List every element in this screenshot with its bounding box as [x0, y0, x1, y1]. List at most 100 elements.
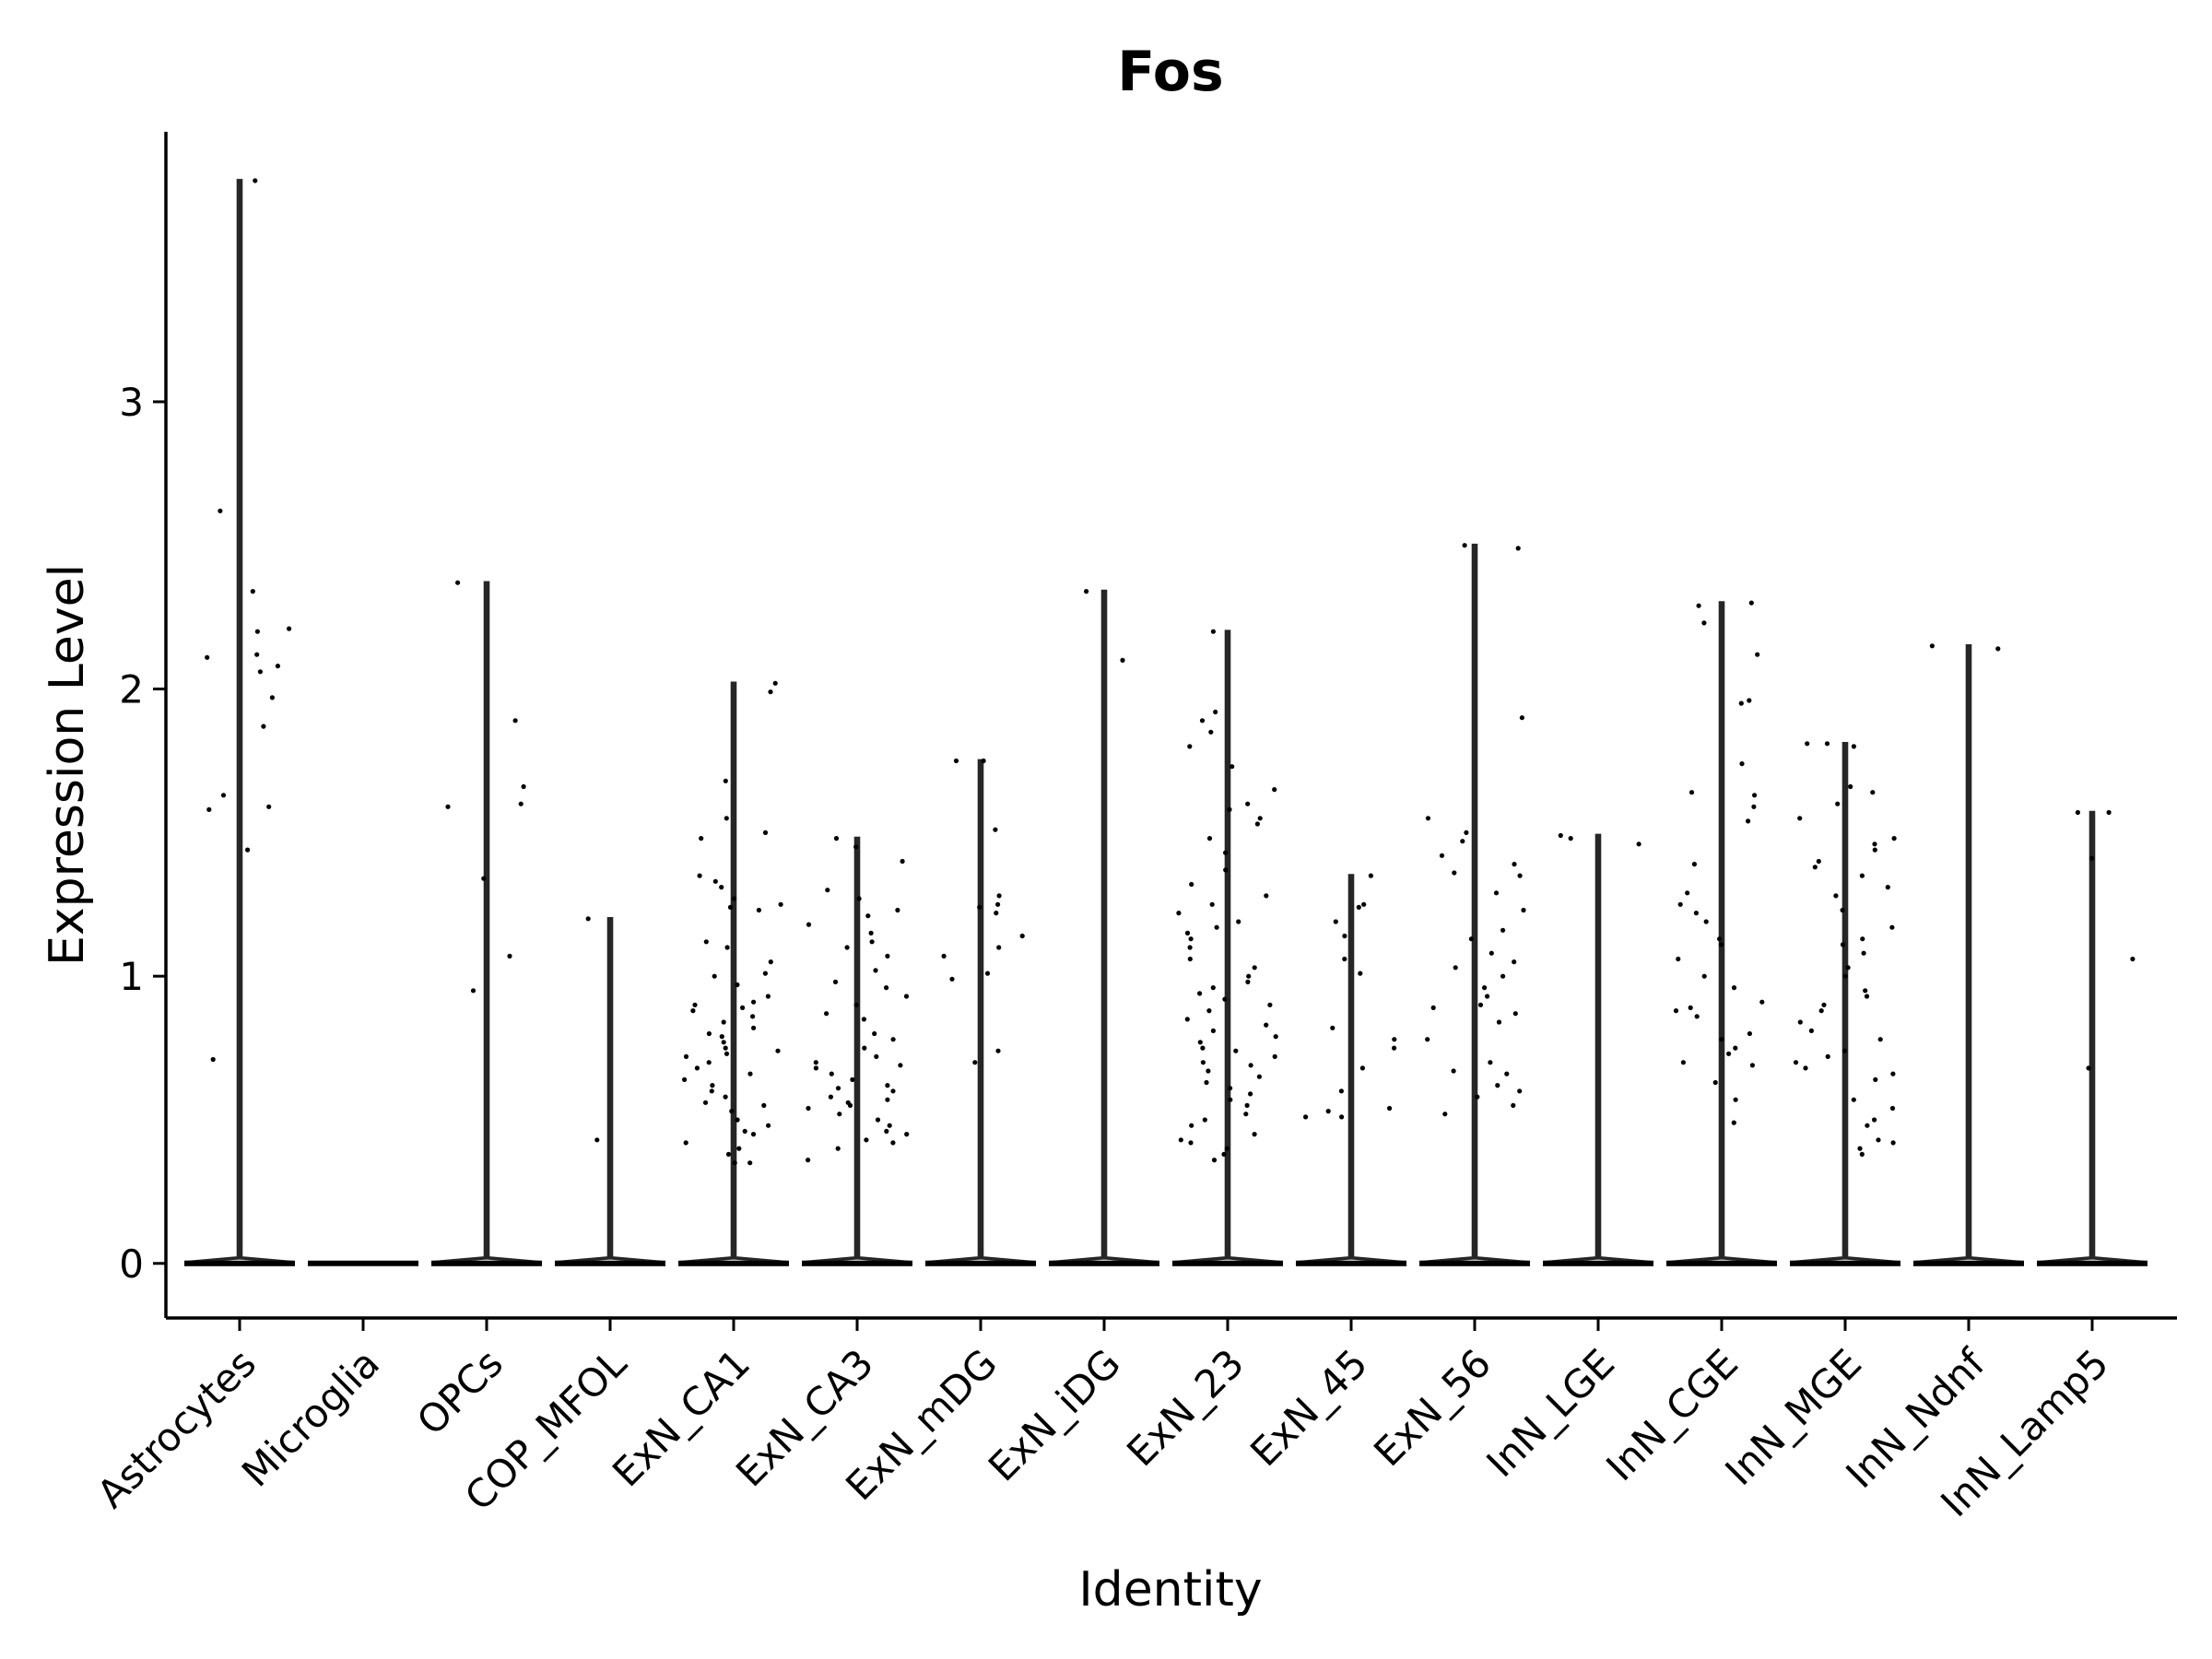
data-point-exn-ca1 [703, 939, 709, 945]
data-point-exn-23 [1210, 985, 1216, 991]
violin-shape-inn-lamp5 [2037, 810, 2147, 1266]
data-point-exn-23 [1184, 930, 1191, 936]
violin-shape-astrocytes [184, 179, 295, 1266]
data-point-exn-ca3 [828, 1094, 834, 1100]
data-point-exn-ca1 [723, 1045, 728, 1051]
data-point-exn-ca3 [864, 1137, 869, 1143]
data-point-exn-45 [1338, 1088, 1344, 1094]
data-point-exn-23 [1264, 893, 1269, 899]
data-point-exn-mdg [1019, 933, 1025, 939]
data-point-exn-ca1 [751, 1025, 757, 1030]
data-point-exn-ca3 [890, 1088, 896, 1094]
data-point-exn-23 [1210, 1028, 1216, 1033]
data-point-exn-23 [1273, 1034, 1278, 1040]
data-point-exn-ca3 [874, 1053, 879, 1059]
data-point-exn-56 [1460, 839, 1465, 844]
x-tick-label-astrocytes: Astrocytes [88, 1340, 265, 1516]
data-point-exn-23 [1184, 1017, 1190, 1022]
violin-inn-lamp5 [2037, 809, 2147, 1266]
data-point-exn-ca1 [706, 1060, 712, 1065]
data-point-inn-cge [1676, 956, 1681, 962]
data-point-exn-ca3 [806, 922, 812, 927]
data-point-exn-23 [1189, 1123, 1194, 1128]
data-point-exn-ca1 [740, 1005, 746, 1010]
data-point-exn-mdg [995, 901, 1001, 907]
data-point-inn-ndnf [1995, 646, 2001, 652]
violin-shape-inn-mge [1790, 741, 1900, 1266]
violin-shape-inn-lge [1543, 833, 1653, 1266]
data-point-astrocytes [287, 626, 292, 631]
data-point-inn-mge [1877, 1037, 1883, 1042]
data-point-exn-23 [1188, 936, 1194, 942]
data-point-opcs [512, 718, 518, 724]
data-point-exn-23 [1187, 744, 1193, 749]
data-point-exn-ca1 [709, 1088, 714, 1094]
data-point-exn-ca3 [890, 1140, 896, 1146]
data-point-exn-ca1 [762, 971, 769, 976]
data-point-exn-23 [1256, 1074, 1262, 1079]
data-point-exn-23 [1272, 787, 1277, 793]
data-point-exn-23 [1224, 1146, 1230, 1151]
x-tick-label-opcs: OPCs [408, 1340, 512, 1443]
violin-inn-ndnf [1913, 643, 2024, 1266]
data-point-inn-mge [1861, 950, 1866, 956]
violin-shape-inn-ndnf [1913, 644, 2024, 1266]
violin-cop-mfol [555, 916, 665, 1266]
data-point-inn-mge [1857, 1146, 1863, 1151]
data-point-exn-ca3 [835, 1146, 841, 1151]
data-point-inn-mge [1845, 965, 1851, 971]
data-point-astrocytes [210, 1056, 216, 1063]
data-point-exn-ca3 [900, 858, 905, 865]
data-point-exn-56 [1495, 1083, 1500, 1088]
data-point-exn-56 [1515, 546, 1521, 551]
data-point-inn-mge [1889, 1105, 1896, 1112]
data-point-inn-mge [1797, 816, 1803, 821]
data-point-inn-cge [1755, 652, 1760, 657]
data-point-exn-45 [1339, 1114, 1345, 1120]
data-point-exn-mdg [949, 976, 955, 982]
data-point-inn-cge [1693, 911, 1699, 916]
data-point-inn-mge [1833, 893, 1839, 899]
data-point-astrocytes [254, 652, 260, 657]
data-point-inn-cge [1751, 804, 1757, 809]
data-point-inn-cge [1688, 1005, 1693, 1010]
data-point-exn-23 [1213, 709, 1218, 715]
data-point-exn-56 [1477, 1002, 1484, 1007]
data-point-exn-ca3 [835, 1086, 841, 1091]
data-point-exn-45 [1330, 1025, 1335, 1030]
data-point-exn-45 [1359, 1065, 1365, 1071]
x-tick-label-inn-lge: InN_LGE [1477, 1340, 1623, 1486]
data-point-exn-45 [1356, 904, 1361, 911]
data-point-exn-56 [1425, 816, 1431, 821]
data-point-exn-ca1 [727, 904, 734, 911]
violin-shape-exn-idg [1049, 589, 1159, 1266]
data-point-astrocytes [254, 629, 260, 634]
data-point-inn-lge [1568, 836, 1573, 841]
data-point-exn-23 [1236, 919, 1241, 924]
data-point-inn-mge [1859, 873, 1865, 878]
data-point-exn-45 [1392, 1045, 1397, 1051]
data-point-exn-ca3 [875, 1117, 881, 1123]
data-point-exn-23 [1209, 901, 1215, 907]
data-point-exn-23 [1187, 956, 1193, 962]
data-point-exn-ca3 [885, 1097, 890, 1102]
data-point-exn-ca1 [690, 1008, 696, 1014]
data-point-exn-56 [1451, 1068, 1456, 1074]
data-point-inn-mge [1890, 1140, 1896, 1146]
data-point-exn-ca1 [712, 973, 717, 979]
data-point-exn-ca1 [694, 1065, 700, 1071]
data-point-exn-23 [1222, 996, 1228, 1002]
violin-exn-45 [1296, 873, 1406, 1266]
data-point-exn-mdg [941, 953, 947, 959]
data-point-exn-ca3 [806, 1105, 811, 1112]
data-point-exn-45 [1358, 971, 1363, 976]
data-point-inn-cge [1701, 620, 1707, 626]
data-point-exn-ca1 [768, 959, 773, 965]
violin-shape-opcs [431, 581, 542, 1266]
data-point-exn-23 [1252, 965, 1257, 971]
data-point-opcs [455, 580, 461, 585]
data-point-inn-mge [1818, 1008, 1824, 1014]
data-point-inn-cge [1712, 1079, 1718, 1086]
data-point-astrocytes [275, 664, 280, 669]
data-point-inn-mge [1824, 741, 1830, 747]
